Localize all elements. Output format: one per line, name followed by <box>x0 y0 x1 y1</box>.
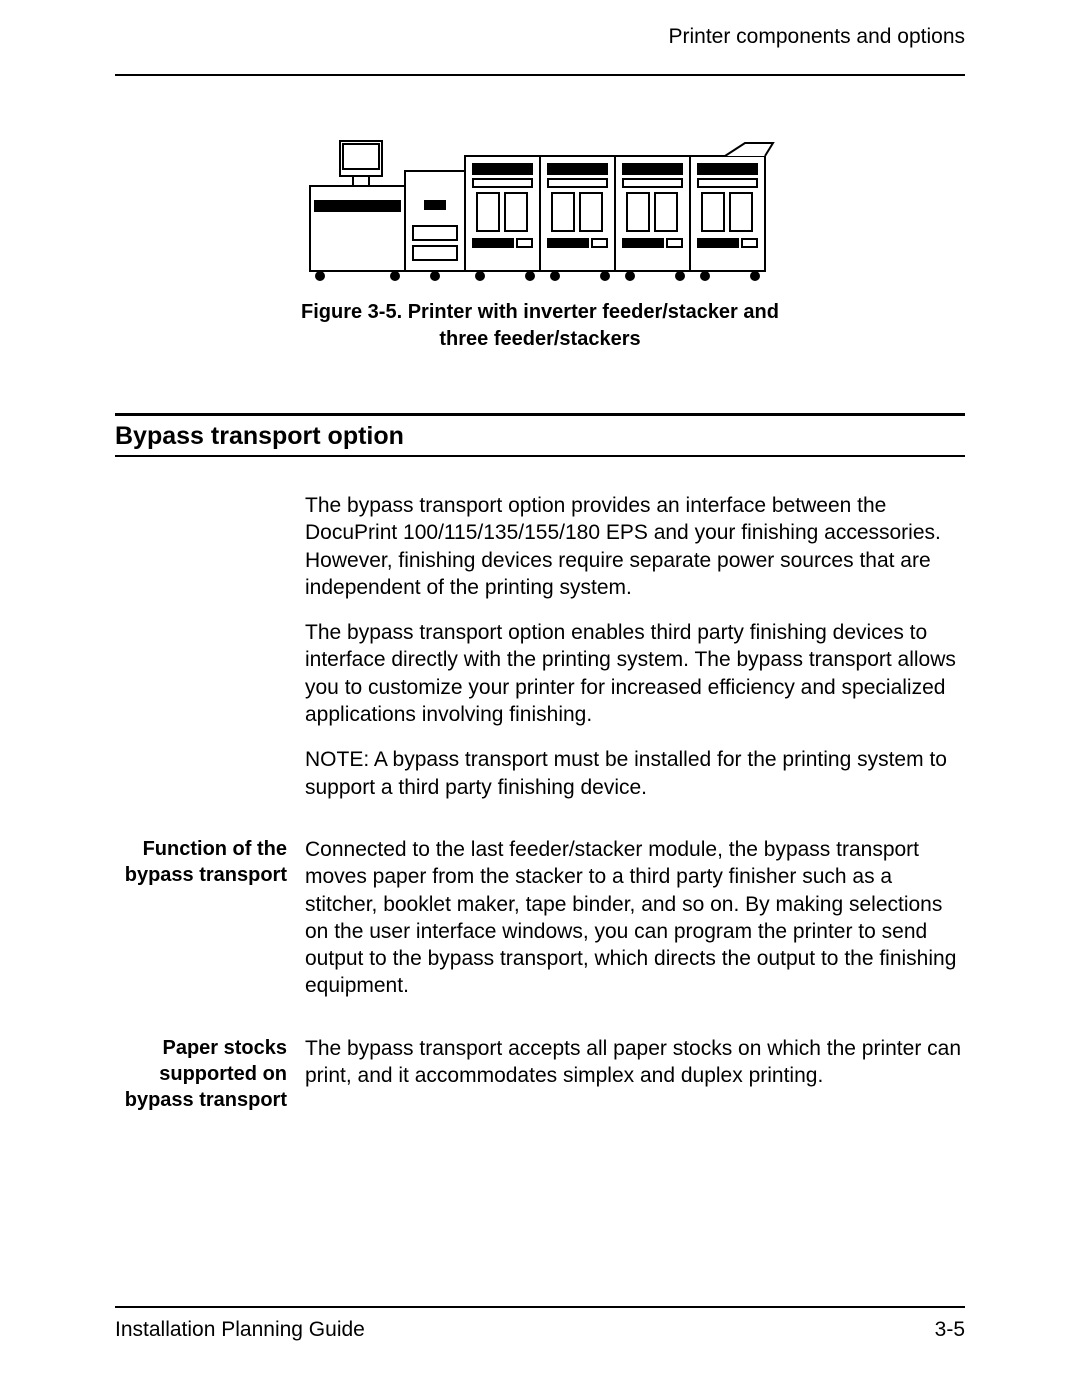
paragraph: The bypass transport option enables thir… <box>305 619 965 728</box>
label-line: Paper stocks <box>162 1037 287 1059</box>
subsection-row: Paper stocks supported on bypass transpo… <box>115 1035 965 1113</box>
figure-caption: Figure 3-5. Printer with inverter feeder… <box>115 299 965 353</box>
figure-block: Figure 3-5. Printer with inverter feeder… <box>115 131 965 353</box>
header-rule <box>115 74 965 76</box>
section-body: The bypass transport option provides an … <box>305 492 965 801</box>
paragraph: The bypass transport option provides an … <box>305 492 965 601</box>
label-line: bypass transport <box>125 1089 287 1111</box>
subsection-row: Function of the bypass transport Connect… <box>115 836 965 1000</box>
page-footer: Installation Planning Guide 3-5 <box>115 1306 965 1342</box>
figure-caption-line1: Figure 3-5. Printer with inverter feeder… <box>301 301 779 323</box>
document-page: Printer components and options <box>0 0 1080 1397</box>
label-line: Function of the <box>143 838 287 860</box>
subsection-body: The bypass transport accepts all paper s… <box>305 1035 965 1113</box>
footer-left: Installation Planning Guide <box>115 1318 365 1342</box>
label-line: supported on <box>159 1063 287 1085</box>
figure-caption-line2: three feeder/stackers <box>439 328 640 350</box>
footer-rule <box>115 1306 965 1308</box>
footer-page-number: 3-5 <box>935 1318 965 1342</box>
section-top-rule <box>115 413 965 416</box>
subsection-label: Paper stocks supported on bypass transpo… <box>115 1035 305 1113</box>
label-line: bypass transport <box>125 864 287 886</box>
section-heading: Bypass transport option <box>115 422 965 457</box>
running-header: Printer components and options <box>115 25 965 49</box>
printer-illustration <box>305 131 775 281</box>
subsection-body: Connected to the last feeder/stacker mod… <box>305 836 965 1000</box>
subsection-label: Function of the bypass transport <box>115 836 305 1000</box>
paragraph-note: NOTE: A bypass transport must be install… <box>305 746 965 801</box>
